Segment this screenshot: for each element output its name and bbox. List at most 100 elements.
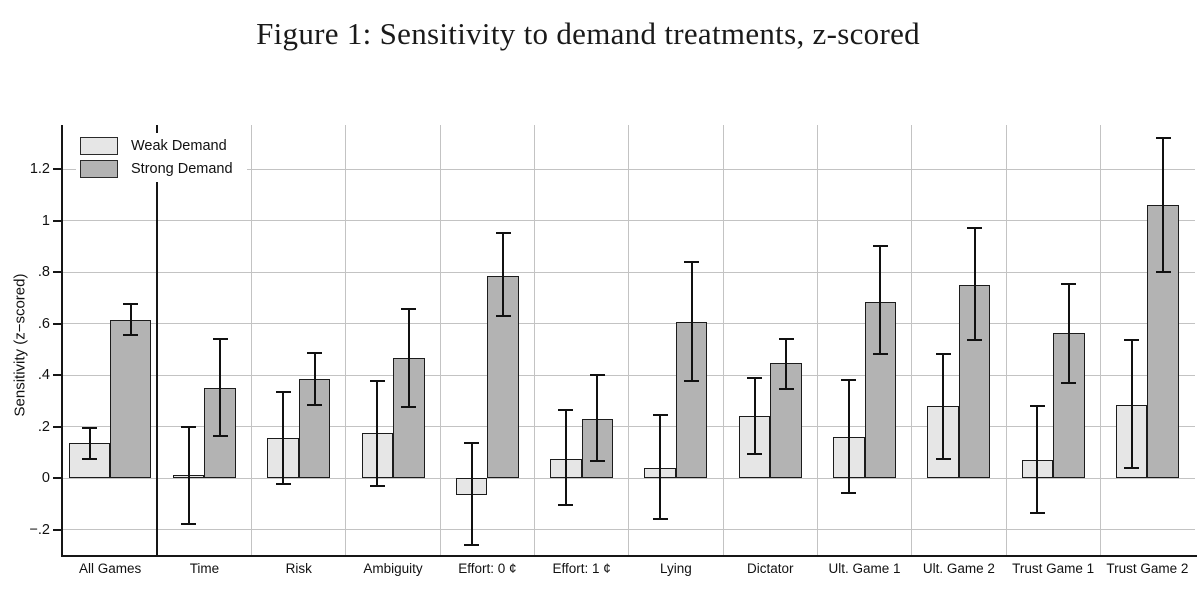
y-axis-tick-label: .4 xyxy=(37,367,50,383)
error-bar-line xyxy=(879,246,882,355)
error-bar-cap-top xyxy=(123,303,139,306)
category-separator xyxy=(1005,125,1007,555)
error-bar-cap-bottom xyxy=(558,504,574,507)
error-bar-cap-top xyxy=(1155,137,1171,140)
error-bar-cap-bottom xyxy=(369,484,385,487)
error-bar-line xyxy=(129,304,132,336)
x-axis-category-label: Trust Game 2 xyxy=(1106,561,1189,576)
y-axis-tick xyxy=(53,219,61,222)
error-bar-cap-bottom xyxy=(967,339,983,342)
bar-strong-11 xyxy=(1147,205,1179,478)
error-bar-cap-bottom xyxy=(464,543,480,546)
error-bar-line xyxy=(564,409,567,506)
bar-strong-4 xyxy=(487,275,519,478)
error-bar-line xyxy=(407,309,410,408)
y-axis-line xyxy=(61,125,63,557)
error-bar-cap-top xyxy=(589,374,605,376)
error-bar-cap-top xyxy=(464,442,480,445)
y-axis-tick-label: 1.2 xyxy=(29,161,50,177)
error-bar-cap-bottom xyxy=(82,457,98,460)
x-axis-category-label: Dictator xyxy=(746,561,794,576)
error-bar-line xyxy=(1036,405,1039,513)
error-bar-line xyxy=(1162,138,1165,272)
x-axis-category-label: Ult. Game 1 xyxy=(828,561,901,576)
y-axis-tick xyxy=(53,168,61,170)
error-bar-cap-bottom xyxy=(589,460,605,463)
error-bar-cap-bottom xyxy=(212,434,228,437)
error-bar-cap-bottom xyxy=(307,403,322,406)
weak-demand-swatch-icon xyxy=(80,137,118,155)
error-bar-cap-top xyxy=(841,379,857,382)
error-bar-cap-bottom xyxy=(1124,466,1140,469)
category-separator xyxy=(251,125,253,555)
error-bar-line xyxy=(313,353,316,405)
x-axis-category-label: Time xyxy=(189,561,220,576)
error-bar-cap-top xyxy=(747,376,762,379)
y-axis-tick-label: .2 xyxy=(37,418,50,435)
category-separator xyxy=(1099,125,1101,555)
error-bar-cap-top xyxy=(935,353,951,356)
error-bar-cap-top xyxy=(369,380,385,383)
figure-title: Figure 1: Sensitivity to demand treatmen… xyxy=(256,16,920,51)
y-axis-tick xyxy=(53,271,61,273)
error-bar-line xyxy=(785,338,787,390)
error-bar-cap-top xyxy=(181,425,197,428)
legend-label: Strong Demand xyxy=(131,161,233,177)
y-axis-tick-label: .8 xyxy=(37,264,50,280)
error-bar-cap-bottom xyxy=(1029,511,1045,514)
error-bar-cap-bottom xyxy=(652,518,668,521)
error-bar-line xyxy=(502,233,505,316)
error-bar-cap-bottom xyxy=(841,492,857,495)
x-axis-category-label: Trust Game 1 xyxy=(1012,561,1095,576)
x-axis-category-label: Risk xyxy=(285,561,312,576)
legend: Weak Demand Strong Demand xyxy=(76,133,247,182)
error-bar-line xyxy=(282,391,284,485)
error-bar-line xyxy=(187,426,190,525)
y-axis-tick xyxy=(53,374,61,376)
category-separator xyxy=(345,125,347,555)
error-bar-cap-top xyxy=(401,308,417,311)
error-bar-line xyxy=(1130,340,1133,468)
strong-demand-swatch-icon xyxy=(80,160,118,178)
legend-item-strong-demand: Strong Demand xyxy=(80,160,233,178)
error-bar-line xyxy=(596,375,599,462)
error-bar-cap-top xyxy=(558,408,574,411)
error-bar-cap-bottom xyxy=(123,334,139,337)
error-bar-cap-bottom xyxy=(1061,381,1077,384)
error-bar-line xyxy=(219,338,222,436)
error-bar-cap-top xyxy=(684,260,700,263)
error-bar-cap-bottom xyxy=(778,388,794,391)
y-axis-tick-label: 0 xyxy=(41,470,50,486)
y-axis-tick xyxy=(53,477,61,479)
error-bar-cap-bottom xyxy=(495,314,511,317)
y-axis-tick-label: −.2 xyxy=(29,521,50,538)
error-bar-cap-bottom xyxy=(935,457,951,460)
error-bar-cap-bottom xyxy=(684,380,700,383)
error-bar-cap-bottom xyxy=(1155,271,1171,273)
error-bar-cap-top xyxy=(1029,404,1045,407)
error-bar-line xyxy=(376,381,379,486)
y-axis-tick xyxy=(53,425,61,428)
bar-strong-0 xyxy=(110,319,152,478)
error-bar-cap-top xyxy=(212,337,228,340)
error-bar-line xyxy=(88,427,91,459)
legend-item-weak-demand: Weak Demand xyxy=(80,137,233,155)
error-bar-cap-top xyxy=(275,390,291,393)
error-bar-cap-bottom xyxy=(181,523,197,526)
error-bar-cap-top xyxy=(495,232,511,235)
error-bar-cap-top xyxy=(778,337,794,340)
x-axis-category-label: Lying xyxy=(660,561,692,576)
error-bar-cap-bottom xyxy=(872,353,888,356)
error-bar-cap-top xyxy=(1124,339,1140,342)
x-axis-line xyxy=(61,555,1197,557)
x-axis-category-label: Ambiguity xyxy=(363,561,423,576)
error-bar-cap-bottom xyxy=(275,483,291,486)
error-bar-cap-top xyxy=(652,413,668,416)
category-separator xyxy=(628,125,630,555)
error-bar-cap-bottom xyxy=(401,406,417,409)
all-games-separator xyxy=(156,125,159,555)
category-separator xyxy=(911,125,913,555)
legend-label: Weak Demand xyxy=(131,138,227,154)
category-separator xyxy=(439,125,441,555)
